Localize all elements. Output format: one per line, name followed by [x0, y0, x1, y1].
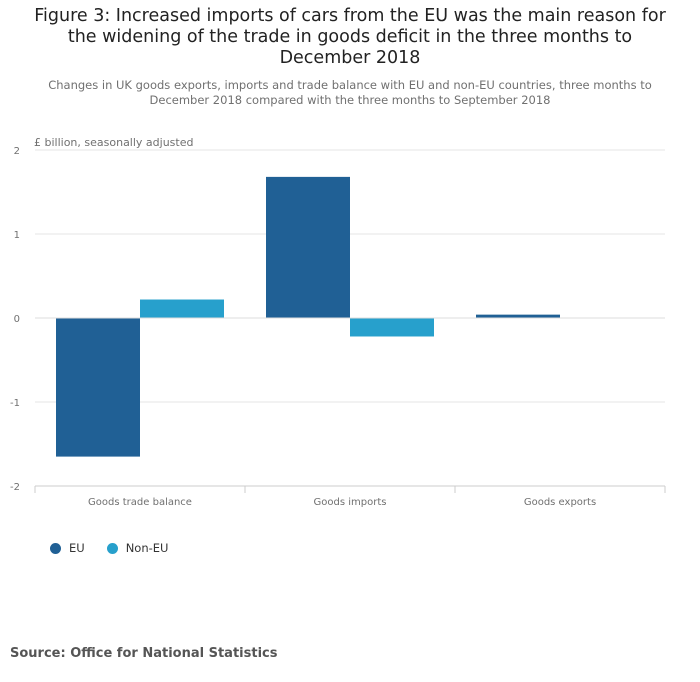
y-tick-label: -1 [10, 398, 20, 409]
bar-eu [56, 318, 140, 457]
bar-non-eu [140, 299, 224, 318]
x-tick-label: Goods exports [524, 497, 596, 508]
chart-title: Figure 3: Increased imports of cars from… [34, 6, 666, 68]
bar-non-eu [350, 318, 434, 337]
legend-label-eu: EU [69, 541, 85, 555]
y-tick-label: 1 [14, 230, 20, 241]
bar-eu [476, 314, 560, 318]
bar-layer [56, 176, 560, 457]
legend-item-non-eu[interactable]: Non-EU [106, 541, 169, 555]
y-unit-label: £ billion, seasonally adjusted [34, 136, 193, 149]
legend-marker-eu [50, 542, 61, 554]
x-tick-label: Goods imports [314, 497, 387, 508]
axis-layer: 2 1 0 -1 -2 Goods trade balance Goods imports G… [10, 146, 666, 508]
bar-eu [266, 176, 350, 318]
legend-label-non-eu: Non-EU [125, 541, 169, 555]
y-tick-label: 2 [14, 146, 20, 157]
x-tick-label: Goods trade balance [88, 497, 192, 508]
bar-chart: 2 1 0 -1 -2 Goods trade balance Goods imports G… [10, 136, 666, 508]
y-tick-label: -2 [10, 482, 20, 493]
chart-subtitle: Changes in UK goods exports, imports and… [48, 78, 652, 107]
legend: EU Non-EU [50, 541, 190, 555]
legend-marker-non-eu [106, 542, 118, 554]
source-note: Source: Office for National Statistics [10, 646, 278, 661]
y-tick-label: 0 [14, 314, 20, 325]
legend-item-eu[interactable]: EU [50, 541, 85, 555]
